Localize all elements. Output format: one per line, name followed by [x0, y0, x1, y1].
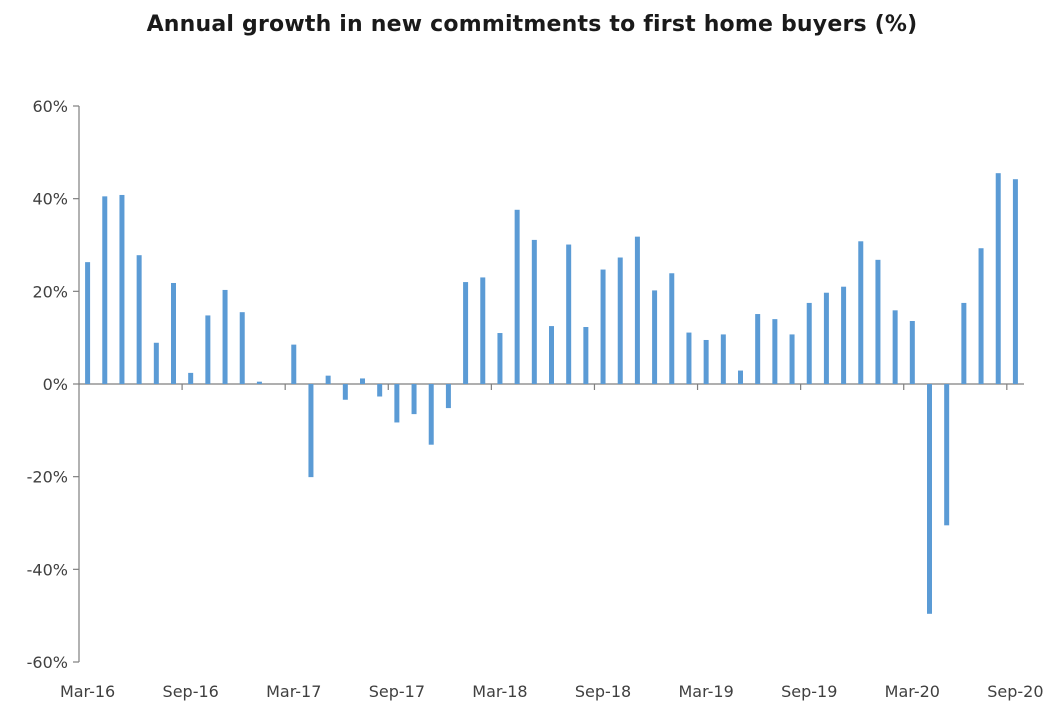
- bar-sep-18: [600, 269, 606, 384]
- bar-nov-17: [428, 384, 434, 445]
- y-tick-label: -20%: [27, 468, 68, 487]
- y-tick-label: 60%: [32, 97, 68, 116]
- x-tick-label: Sep-16: [163, 682, 219, 701]
- bar-feb-19: [686, 332, 692, 384]
- bar-apr-17: [308, 384, 314, 478]
- bar-oct-18: [617, 257, 623, 384]
- bar-sep-19: [806, 302, 812, 384]
- bar-jul-16: [153, 342, 159, 384]
- bar-sep-17: [394, 384, 400, 423]
- bar-jul-20: [978, 248, 984, 384]
- bar-dec-19: [858, 241, 864, 384]
- bar-jul-17: [360, 378, 365, 384]
- bar-apr-19: [720, 334, 726, 384]
- bar-jun-20: [961, 302, 967, 384]
- bar-jan-17: [256, 381, 262, 384]
- bar-aug-16: [171, 282, 176, 384]
- bar-jun-16: [136, 255, 142, 384]
- x-tick-label: Mar-18: [472, 682, 527, 701]
- bar-nov-19: [841, 286, 847, 384]
- bar-dec-16: [239, 312, 245, 384]
- bar-oct-16: [205, 315, 211, 384]
- x-tick-label: Mar-16: [60, 682, 115, 701]
- x-tick-label: Sep-17: [369, 682, 425, 701]
- bar-may-20: [944, 384, 950, 526]
- x-axis: Mar-16 Sep-16 Mar-17 Sep-17 Mar-18 Sep-18 Mar-…: [60, 383, 1044, 701]
- bar-feb-20: [892, 310, 898, 384]
- bar-mar-17: [291, 344, 297, 384]
- bar-mar-19: [703, 339, 709, 384]
- bar-apr-18: [514, 209, 520, 384]
- bar-apr-16: [102, 196, 108, 384]
- x-tick-label: Mar-20: [885, 682, 940, 701]
- x-tick-label: Sep-19: [781, 682, 837, 701]
- bar-may-16: [119, 194, 125, 384]
- bar-mar-18: [497, 333, 503, 384]
- bar-jan-18: [463, 282, 469, 384]
- bar-aug-17: [377, 384, 383, 397]
- bar-may-19: [738, 370, 743, 384]
- chart-title: Annual growth in new commitments to firs…: [146, 12, 918, 37]
- bar-feb-18: [480, 277, 486, 384]
- bar-sep-20: [1012, 179, 1018, 384]
- bar-jul-19: [772, 319, 778, 384]
- bars: [85, 173, 1018, 614]
- bar-dec-18: [652, 290, 658, 384]
- y-tick-label: 40%: [32, 190, 68, 209]
- bar-jan-19: [669, 273, 675, 384]
- bar-oct-17: [411, 384, 417, 415]
- bar-oct-19: [823, 292, 829, 384]
- bar-mar-16: [85, 262, 91, 384]
- bar-nov-18: [634, 236, 640, 384]
- bar-jun-17: [342, 384, 348, 400]
- bar-jun-19: [755, 314, 761, 384]
- bar-apr-20: [927, 384, 932, 614]
- bar-jun-18: [549, 326, 554, 384]
- bar-mar-20: [909, 320, 915, 384]
- x-tick-label: Mar-17: [266, 682, 321, 701]
- y-tick-label: -40%: [27, 560, 68, 579]
- bar-aug-19: [789, 334, 795, 384]
- bar-nov-16: [222, 289, 228, 384]
- bar-aug-20: [995, 173, 1001, 384]
- bar-aug-18: [583, 327, 589, 384]
- bar-may-17: [325, 375, 331, 384]
- bar-jan-20: [875, 259, 881, 384]
- x-tick-label: Sep-20: [987, 682, 1043, 701]
- bar-dec-17: [445, 384, 451, 409]
- y-tick-label: -60%: [27, 653, 68, 672]
- x-tick-label: Sep-18: [575, 682, 631, 701]
- y-tick-label: 0%: [43, 375, 68, 394]
- y-tick-label: 20%: [32, 282, 68, 301]
- x-tick-label: Mar-19: [678, 682, 733, 701]
- y-axis: -60% -40% -20% 0% 20% 40% 60%: [27, 97, 80, 672]
- bar-sep-16: [188, 372, 194, 384]
- bar-may-18: [531, 239, 537, 384]
- bar-jul-18: [566, 244, 572, 384]
